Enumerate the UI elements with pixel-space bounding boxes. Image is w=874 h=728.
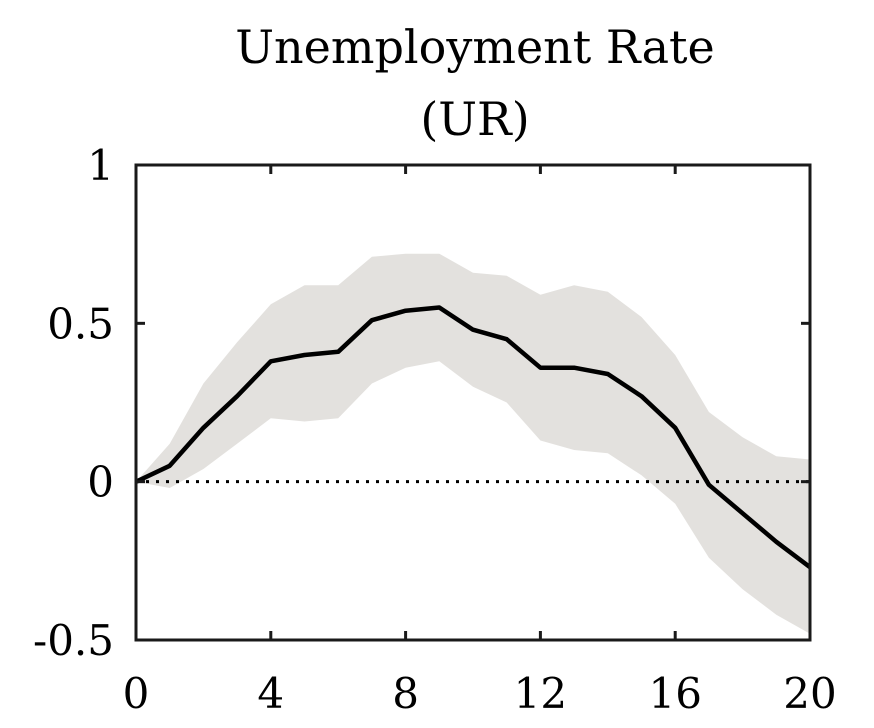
x-tick-label: 4 bbox=[257, 669, 284, 718]
y-tick-label: -0.5 bbox=[33, 616, 114, 665]
y-tick-label: 0.5 bbox=[47, 299, 114, 348]
x-tick-label: 16 bbox=[648, 669, 701, 718]
axes-frame bbox=[134, 163, 812, 642]
y-tick-label: 0 bbox=[87, 458, 114, 507]
x-tick-label: 0 bbox=[123, 669, 150, 718]
confidence-band bbox=[136, 253, 810, 634]
y-tick-label: 1 bbox=[87, 141, 114, 190]
x-tick-label: 20 bbox=[783, 669, 836, 718]
chart-title: Unemployment Rate bbox=[235, 20, 714, 74]
x-tick-label: 8 bbox=[392, 669, 419, 718]
chart-subtitle: (UR) bbox=[420, 92, 529, 146]
axes: 0 4 8 12 16 20-0.500.51 bbox=[33, 141, 837, 718]
x-tick-label: 12 bbox=[514, 669, 567, 718]
plot-area bbox=[136, 253, 810, 634]
